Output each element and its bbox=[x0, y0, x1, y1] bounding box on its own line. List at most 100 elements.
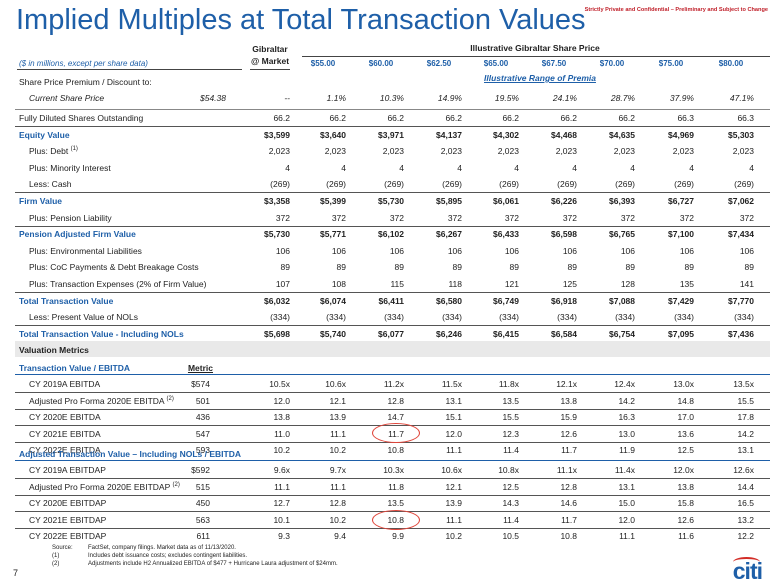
footnote-marker: (2) bbox=[166, 395, 174, 402]
table-cell: $5,399 bbox=[320, 196, 346, 206]
table-cell: 121 bbox=[504, 279, 519, 289]
table-cell: 106 bbox=[739, 246, 754, 256]
table-cell: (334) bbox=[674, 312, 694, 322]
footnote-key: (2) bbox=[52, 561, 60, 567]
table-cell: 11.7 bbox=[561, 514, 577, 525]
table-cell: $6,765 bbox=[609, 229, 635, 239]
table-cell: (334) bbox=[615, 312, 635, 322]
table-cell: 14.3 bbox=[502, 498, 519, 509]
gibraltar-value: $5,730 bbox=[264, 229, 290, 239]
row-label: Total Transaction Value - Including NOLs bbox=[19, 326, 184, 342]
table-cell: 66.2 bbox=[502, 113, 519, 123]
table-cell: (334) bbox=[557, 312, 577, 322]
row-label: Plus: Pension Liability bbox=[29, 210, 112, 226]
table-cell: 11.4 bbox=[503, 445, 519, 456]
table-cell: $6,246 bbox=[436, 329, 462, 339]
table-cell: 89 bbox=[567, 262, 577, 272]
table-cell: $7,770 bbox=[728, 296, 754, 306]
row-label: Firm Value bbox=[19, 193, 62, 209]
table-cell: (269) bbox=[615, 179, 635, 189]
row-label-text: CY 2020E EBITDAP bbox=[29, 498, 107, 509]
table-cell: 11.1 bbox=[446, 445, 462, 456]
row-label: Plus: Debt (1) bbox=[29, 143, 78, 159]
table-cell: $6,267 bbox=[436, 229, 462, 239]
valuation-metrics-label: Valuation Metrics bbox=[19, 345, 89, 355]
page-number: 7 bbox=[13, 568, 19, 578]
metric-value: $574 bbox=[191, 379, 210, 389]
table-cell: 4 bbox=[457, 163, 462, 173]
table-cell: 13.5x bbox=[733, 379, 754, 389]
table-cell: $6,598 bbox=[551, 229, 577, 239]
table-cell: $6,415 bbox=[493, 329, 519, 339]
table-cell: 12.2 bbox=[737, 531, 754, 542]
table-cell: 115 bbox=[390, 279, 404, 289]
table-cell: 66.3 bbox=[677, 113, 694, 123]
table-cell: 10.6x bbox=[325, 379, 346, 389]
table-cell: 106 bbox=[679, 246, 694, 256]
table-cell: 11.4 bbox=[503, 514, 519, 525]
table-cell: (334) bbox=[384, 312, 404, 322]
table-cell: 66.2 bbox=[445, 113, 462, 123]
row-label-text: Plus: Transaction Expenses (2% of Firm V… bbox=[29, 279, 207, 289]
table-cell: $6,061 bbox=[493, 196, 519, 206]
table-cell: 10.8 bbox=[560, 531, 577, 542]
table-cell: 4 bbox=[341, 163, 346, 173]
premium-value: 10.3% bbox=[379, 93, 404, 103]
table-cell: 12.4x bbox=[614, 379, 635, 389]
table-cell: 17.0 bbox=[677, 412, 694, 423]
gibraltar-value: 107 bbox=[275, 279, 290, 289]
table-cell: 141 bbox=[739, 279, 754, 289]
table-cell: $5,303 bbox=[728, 130, 754, 140]
gibraltar-value: 12.7 bbox=[273, 498, 290, 509]
row-label: CY 2020E EBITDAP bbox=[29, 495, 106, 511]
premium-value: 1.1% bbox=[326, 93, 346, 103]
highlight-circle bbox=[372, 423, 420, 443]
row-label-text: Plus: Debt bbox=[29, 146, 69, 156]
table-cell: 2,023 bbox=[440, 146, 462, 156]
divider bbox=[15, 126, 770, 127]
premium-gib-value: -- bbox=[284, 93, 290, 103]
table-cell: 12.1 bbox=[329, 395, 346, 406]
row-label-text: Less: Cash bbox=[29, 179, 72, 189]
ebitdap-section-title: Adjusted Transaction Value – Including N… bbox=[19, 449, 241, 459]
current-share-price-label: Current Share Price bbox=[29, 93, 105, 103]
table-cell: 89 bbox=[336, 262, 346, 272]
price-header: $67.50 bbox=[541, 59, 567, 68]
table-cell: 12.8 bbox=[387, 395, 404, 406]
metric-value: 501 bbox=[195, 395, 210, 406]
table-cell: 11.1 bbox=[330, 428, 346, 439]
metric-value: 593 bbox=[195, 445, 210, 456]
price-header: $62.50 bbox=[426, 59, 452, 68]
table-cell: $4,969 bbox=[668, 130, 694, 140]
premium-value: 28.7% bbox=[610, 93, 635, 103]
table-cell: 106 bbox=[504, 246, 519, 256]
table-cell: 15.5 bbox=[502, 412, 519, 423]
row-label: Less: Present Value of NOLs bbox=[29, 309, 138, 325]
footnote-text: Includes debt issuance costs; excludes c… bbox=[88, 553, 248, 559]
table-cell: 372 bbox=[504, 213, 519, 223]
table-cell: $5,740 bbox=[320, 329, 346, 339]
table-cell: $5,895 bbox=[436, 196, 462, 206]
premium-label: Share Price Premium / Discount to: bbox=[19, 77, 152, 87]
table-cell: $3,971 bbox=[378, 130, 404, 140]
table-cell: 15.9 bbox=[560, 412, 577, 423]
table-cell: $7,100 bbox=[668, 229, 694, 239]
price-header: $65.00 bbox=[483, 59, 509, 68]
table-cell: $7,434 bbox=[728, 229, 754, 239]
gibraltar-value: 4 bbox=[285, 163, 290, 173]
table-cell: 15.1 bbox=[445, 412, 462, 423]
row-label-text: Fully Diluted Shares Outstanding bbox=[19, 113, 144, 123]
table-cell: 118 bbox=[448, 279, 462, 289]
table-cell: 13.1 bbox=[618, 481, 635, 492]
row-label-text: Plus: Minority Interest bbox=[29, 163, 111, 173]
row-label: CY 2021E EBITDAP bbox=[29, 512, 106, 528]
table-cell: 11.7 bbox=[561, 445, 577, 456]
footnote-text: FactSet, company filings. Market data as… bbox=[88, 545, 236, 551]
table-cell: 15.8 bbox=[677, 498, 694, 509]
footnote-key: (1) bbox=[52, 553, 60, 559]
table-cell: 66.3 bbox=[737, 113, 754, 123]
row-label-text: CY 2021E EBITDAP bbox=[29, 514, 107, 525]
table-cell: 14.2 bbox=[618, 395, 635, 406]
row-label-text: CY 2022E EBITDA bbox=[29, 445, 101, 456]
table-cell: 106 bbox=[331, 246, 346, 256]
